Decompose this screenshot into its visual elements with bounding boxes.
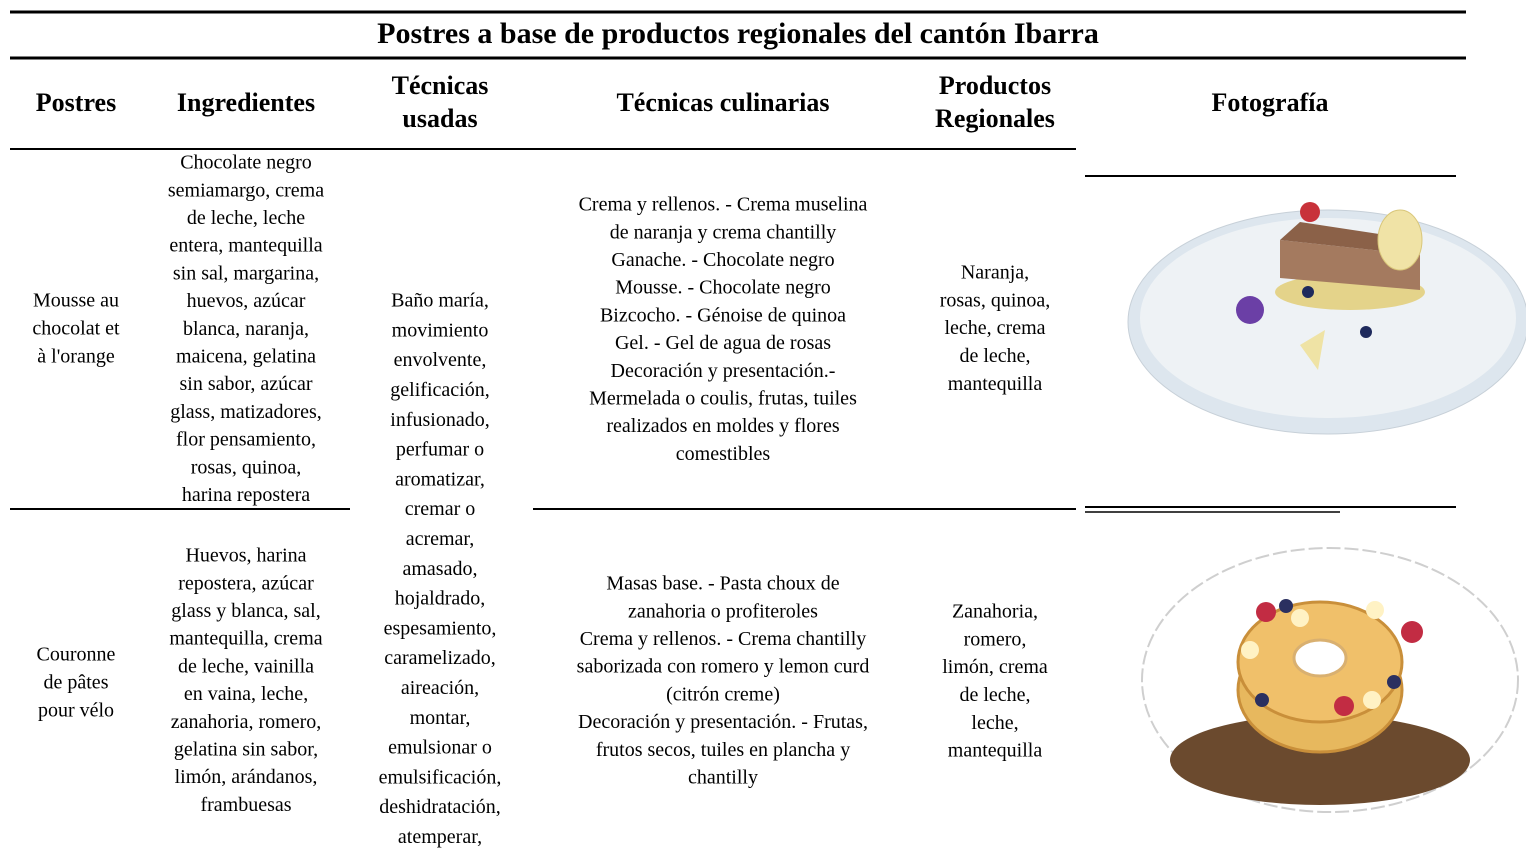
- cell-text: leche, crema: [944, 317, 1045, 339]
- cell-text: aireación,: [401, 677, 479, 699]
- cell-text: saborizada con romero y lemon curd: [577, 656, 870, 678]
- cell-text: Crema y rellenos. - Crema muselina: [579, 194, 868, 216]
- cell-text: Decoración y presentación. - Frutas,: [578, 711, 868, 733]
- cell-text: pour vélo: [38, 700, 114, 722]
- cell-text: Ganache. - Chocolate negro: [611, 249, 834, 271]
- cell-text: romero,: [964, 628, 1027, 650]
- cell-text: de leche,: [959, 684, 1030, 706]
- cell-text: Mermelada o coulis, frutas, tuiles: [589, 387, 857, 409]
- cell-text: acremar,: [406, 528, 475, 550]
- cell-text: hojaldrado,: [395, 588, 486, 610]
- column-header: Técnicas culinarias: [616, 88, 829, 117]
- cell-text: semiamargo, crema: [168, 179, 324, 201]
- cell-text: limón, arándanos,: [175, 766, 318, 788]
- cell-text: de leche, vainilla: [178, 655, 314, 677]
- cell-text: flor pensamiento,: [176, 429, 316, 451]
- cell-text: comestibles: [676, 443, 771, 465]
- cell-text: harina repostera: [182, 484, 310, 506]
- cell-text: Bizcocho. - Génoise de quinoa: [600, 304, 846, 326]
- cell-text: (citrón creme): [666, 683, 780, 705]
- cell-text: montar,: [410, 707, 471, 729]
- cell-text: de leche,: [959, 345, 1030, 367]
- cell-text: Zanahoria,: [952, 601, 1038, 623]
- column-header: Ingredientes: [177, 88, 315, 117]
- cell-text: glass y blanca, sal,: [171, 600, 320, 622]
- cell-text: repostera, azúcar: [178, 572, 314, 594]
- cell-text: en vaina, leche,: [184, 683, 308, 705]
- column-header: Productos: [939, 71, 1051, 100]
- cell-text: Crema y rellenos. - Crema chantilly: [580, 628, 867, 650]
- cell-text: zanahoria o profiteroles: [628, 600, 818, 622]
- cell-text: maicena, gelatina: [176, 345, 316, 367]
- cell-text: rosas, quinoa,: [191, 456, 302, 478]
- cell-text: espesamiento,: [384, 617, 497, 639]
- cell-text: zanahoria, romero,: [171, 711, 321, 733]
- cell-text: Decoración y presentación.-: [611, 360, 836, 382]
- cell-text: emulsionar o: [388, 737, 492, 759]
- cell-text: Chocolate negro: [180, 152, 312, 174]
- cell-text: realizados en moldes y flores: [606, 415, 839, 437]
- column-header: Técnicas: [392, 71, 489, 100]
- cell-text: emulsificación,: [379, 766, 502, 788]
- cell-text: mantequilla: [948, 373, 1043, 395]
- column-header: usadas: [402, 104, 477, 133]
- column-header: Regionales: [935, 104, 1055, 133]
- cell-text: frutos secos, tuiles en plancha y: [596, 739, 850, 761]
- cell-text: rosas, quinoa,: [940, 289, 1051, 311]
- column-header: Postres: [36, 88, 116, 117]
- cell-text: aromatizar,: [395, 468, 485, 490]
- cell-text: Gel. - Gel de agua de rosas: [615, 332, 831, 354]
- cell-text: caramelizado,: [384, 647, 496, 669]
- cell-text: Mousse au: [33, 290, 119, 312]
- cell-text: entera, mantequilla: [169, 235, 322, 257]
- cell-text: blanca, naranja,: [183, 318, 309, 340]
- cell-text: chocolat et: [32, 318, 120, 340]
- cell-text: Huevos, harina: [185, 545, 306, 567]
- cell-text: infusionado,: [390, 409, 489, 431]
- column-header: Fotografía: [1212, 88, 1329, 117]
- cell-text: limón, crema: [942, 656, 1048, 678]
- cell-text: glass, matizadores,: [170, 401, 322, 423]
- cell-text: movimiento: [392, 319, 489, 341]
- cell-text: à l'orange: [37, 346, 115, 368]
- cell-text: sin sal, margarina,: [173, 262, 319, 284]
- cell-text: perfumar o: [396, 439, 484, 461]
- cell-text: gelatina sin sabor,: [174, 738, 318, 760]
- photo-mousse: [1127, 202, 1526, 435]
- cell-text: Baño maría,: [391, 290, 489, 312]
- cell-text: cremar o: [405, 498, 476, 520]
- cell-text: huevos, azúcar: [187, 290, 306, 312]
- cell-text: Naranja,: [961, 262, 1029, 284]
- cell-text: de pâtes: [44, 672, 109, 694]
- cell-text: atemperar,: [398, 826, 482, 848]
- cell-text: de naranja y crema chantilly: [610, 221, 837, 243]
- cell-text: leche,: [971, 712, 1018, 734]
- cell-text: Mousse. - Chocolate negro: [615, 277, 831, 299]
- cell-text: Couronne: [37, 644, 116, 666]
- cell-text: sin sabor, azúcar: [179, 373, 312, 395]
- cell-text: mantequilla, crema: [169, 628, 322, 650]
- cell-text: amasado,: [403, 558, 478, 580]
- cell-text: envolvente,: [394, 349, 487, 371]
- cell-text: chantilly: [688, 766, 758, 788]
- photo-couronne: [1141, 547, 1519, 813]
- cell-text: mantequilla: [948, 740, 1043, 762]
- cell-text: Masas base. - Pasta choux de: [606, 573, 839, 595]
- table-title: Postres a base de productos regionales d…: [377, 17, 1099, 50]
- cell-text: gelificación,: [390, 379, 489, 401]
- cell-text: de leche, leche: [187, 207, 305, 229]
- cell-text: deshidratación,: [379, 796, 501, 818]
- cell-text: frambuesas: [200, 794, 291, 816]
